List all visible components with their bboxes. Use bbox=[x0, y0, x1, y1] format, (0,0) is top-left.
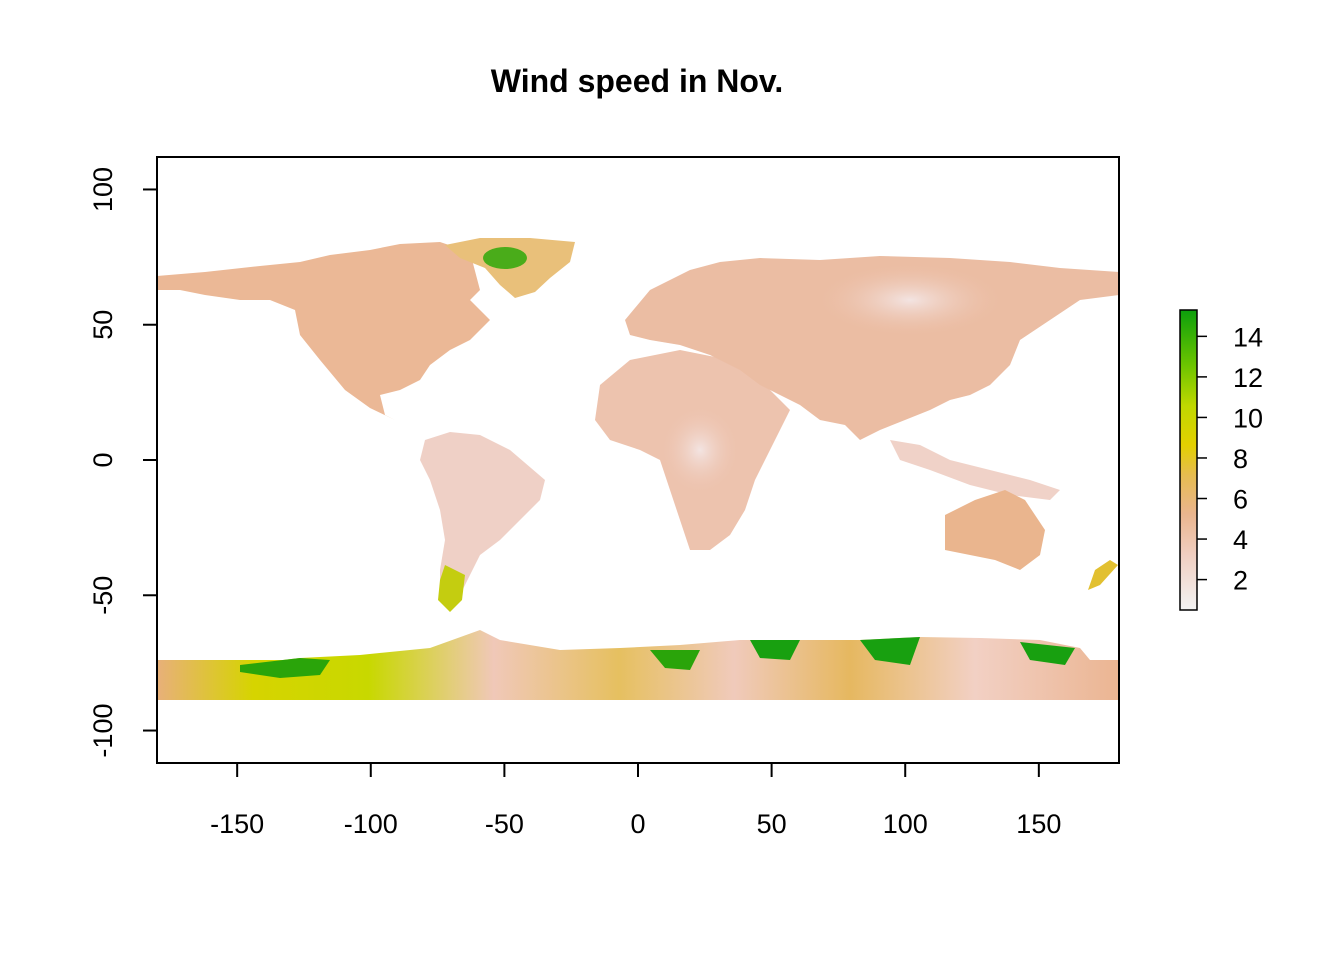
antarctica-east-high-wind-1 bbox=[650, 650, 700, 670]
legend-tick-label: 10 bbox=[1233, 403, 1263, 433]
legend-ticks: 14 12 10 8 6 4 2 bbox=[1197, 322, 1263, 596]
africa-calm-center bbox=[660, 405, 740, 495]
antarctica-coast bbox=[157, 630, 1119, 685]
x-tick-label: 100 bbox=[883, 809, 928, 839]
map-title: Wind speed in Nov. bbox=[491, 63, 783, 99]
y-tick-label: -50 bbox=[88, 576, 118, 615]
legend-tick-label: 8 bbox=[1233, 444, 1248, 474]
y-tick-label: -100 bbox=[88, 704, 118, 758]
legend-tick-label: 12 bbox=[1233, 363, 1263, 393]
x-tick-label: -100 bbox=[344, 809, 398, 839]
antarctica-east-high-wind-4 bbox=[1020, 642, 1075, 665]
y-axis: 100 50 0 -50 -100 bbox=[88, 167, 157, 758]
siberia-calm-area bbox=[820, 265, 1000, 335]
south-america-landmass bbox=[420, 432, 545, 610]
australia-landmass bbox=[945, 490, 1045, 570]
legend-tick-label: 14 bbox=[1233, 322, 1263, 352]
patagonia-high-wind bbox=[438, 565, 465, 612]
legend-tick-label: 4 bbox=[1233, 525, 1248, 555]
y-tick-label: 50 bbox=[88, 310, 118, 340]
antarctica-east-high-wind-3 bbox=[860, 637, 920, 665]
north-america-landmass bbox=[157, 242, 490, 430]
y-tick-label: 100 bbox=[88, 167, 118, 212]
new-zealand-landmass bbox=[1088, 560, 1118, 590]
x-tick-label: 50 bbox=[757, 809, 787, 839]
legend-tick-label: 2 bbox=[1233, 566, 1248, 596]
y-tick-label: 0 bbox=[88, 452, 118, 467]
antarctica-east-high-wind-2 bbox=[750, 640, 800, 660]
map-raster bbox=[157, 238, 1119, 700]
color-legend: 14 12 10 8 6 4 2 bbox=[1179, 309, 1263, 611]
x-tick-label: 0 bbox=[630, 809, 645, 839]
legend-colorbar bbox=[1179, 309, 1198, 611]
antarctica-west-high-wind bbox=[240, 658, 330, 678]
x-tick-label: -50 bbox=[485, 809, 524, 839]
x-axis: -150 -100 -50 0 50 100 150 bbox=[210, 763, 1061, 839]
southeast-asia-islands bbox=[890, 440, 1060, 500]
x-tick-label: -150 bbox=[210, 809, 264, 839]
greenland-high-wind bbox=[483, 247, 527, 269]
legend-tick-label: 6 bbox=[1233, 485, 1248, 515]
x-tick-label: 150 bbox=[1016, 809, 1061, 839]
